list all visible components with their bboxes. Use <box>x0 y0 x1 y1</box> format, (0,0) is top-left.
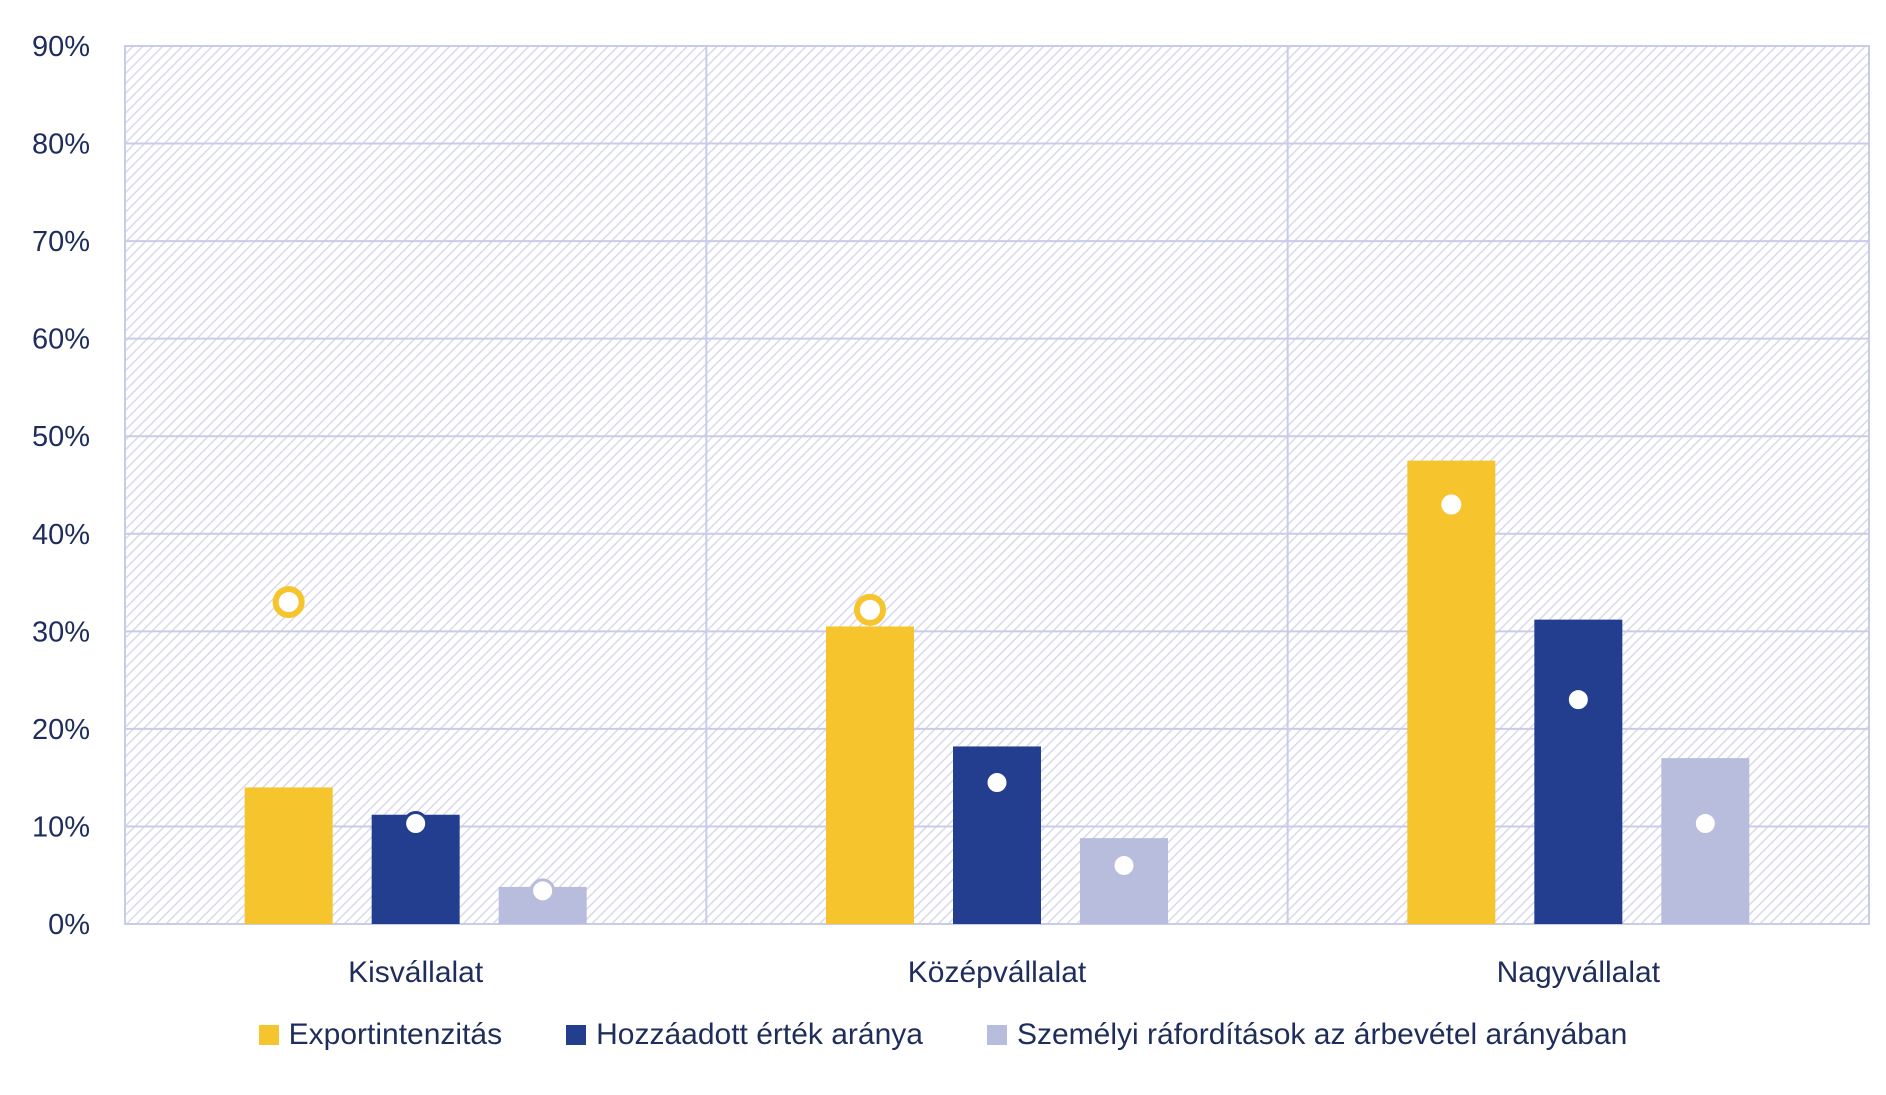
y-tick-label: 10% <box>32 811 90 843</box>
bar <box>1407 460 1496 924</box>
legend-item-szemelyi-raforditasok: Személyi ráfordítások az árbevétel arány… <box>986 1018 1628 1052</box>
legend-label: Hozzáadott érték aránya <box>596 1018 923 1051</box>
marker <box>1692 811 1718 837</box>
marker <box>1435 488 1468 521</box>
y-tick-label: 60% <box>32 324 90 356</box>
bar <box>826 626 914 924</box>
x-category-label: Középvállalat <box>908 956 1087 989</box>
y-tick-label: 30% <box>32 616 90 648</box>
marker <box>984 770 1010 796</box>
legend: Exportintenzitás Hozzáadott érték aránya… <box>0 1018 1886 1052</box>
marker <box>854 593 886 626</box>
y-tick-label: 50% <box>32 421 90 453</box>
chart: 0% 10% 20% 30% 40% 50% 60% 70% 80% 90% Kisvállala… <box>32 31 1870 989</box>
marker <box>1565 687 1591 713</box>
legend-item-hozzaadott-ertek: Hozzáadott érték aránya <box>566 1018 923 1052</box>
bar <box>1534 619 1623 924</box>
legend-item-exportintenzitas: Exportintenzitás <box>258 1018 503 1052</box>
y-tick-label: 20% <box>32 714 90 746</box>
y-tick-label: 80% <box>32 129 90 161</box>
x-category-label: Kisvállalat <box>348 956 484 989</box>
legend-swatch <box>986 1025 1007 1045</box>
marker <box>272 586 305 619</box>
y-tick-label: 40% <box>32 519 90 551</box>
markers <box>272 488 1718 904</box>
legend-label: Exportintenzitás <box>288 1018 503 1051</box>
y-tick-label: 70% <box>32 226 90 258</box>
y-axis: 0% 10% 20% 30% 40% 50% 60% 70% 80% 90% <box>32 31 90 941</box>
bar <box>244 787 333 924</box>
x-axis: Kisvállalat Középvállalat Nagyvállalat <box>348 956 1661 989</box>
legend-swatch <box>258 1025 279 1045</box>
marker <box>403 811 429 837</box>
y-tick-label: 0% <box>48 909 90 941</box>
marker <box>530 878 556 904</box>
bars <box>244 460 1750 924</box>
y-tick-label: 90% <box>32 31 90 63</box>
x-category-label: Nagyvállalat <box>1497 956 1661 989</box>
legend-label: Személyi ráfordítások az árbevétel arány… <box>1016 1018 1628 1051</box>
legend-swatch <box>566 1025 587 1045</box>
marker <box>1111 852 1137 878</box>
bar <box>1080 838 1168 924</box>
bar <box>1661 758 1750 924</box>
